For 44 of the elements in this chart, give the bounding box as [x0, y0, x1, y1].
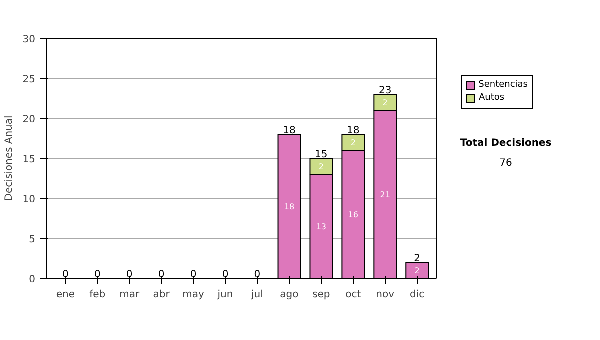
x-tick-label: dic [410, 290, 425, 300]
y-tick-label: 10 [22, 194, 36, 206]
total-label: 18 [347, 126, 360, 136]
x-tick-label: ago [280, 290, 299, 300]
total-label: 0 [190, 270, 197, 280]
data-label: 18 [284, 202, 295, 212]
x-tick-label: oct [346, 290, 362, 300]
legend-label: Autos [479, 92, 505, 105]
text: Total Decisiones [459, 136, 553, 151]
total-label: 2 [414, 254, 421, 264]
y-tick-label: 15 [22, 154, 36, 166]
data-label: 2 [382, 98, 388, 108]
text: 76 [498, 156, 514, 171]
total-label: 0 [158, 270, 165, 280]
x-tick-label: feb [90, 290, 106, 300]
total-label: 0 [254, 270, 261, 280]
total-label: 0 [62, 270, 69, 280]
total-label: 23 [378, 86, 392, 96]
total-label: 0 [126, 270, 133, 280]
data-label: 2 [318, 162, 324, 172]
data-label: 21 [380, 190, 390, 200]
total-label: 15 [315, 150, 328, 160]
y-tick-label: 5 [29, 234, 36, 246]
x-tick-label: abr [153, 290, 171, 300]
x-tick-label: ene [56, 290, 76, 300]
x-tick-label: nov [376, 290, 395, 300]
data-label: 13 [316, 222, 327, 232]
y-tick-label: 20 [22, 114, 36, 126]
data-label: 16 [348, 210, 358, 220]
total-label: 0 [94, 270, 101, 280]
y-tick-label: 25 [22, 74, 36, 86]
x-tick-label: sep [312, 290, 330, 300]
x-tick-label: jul [250, 290, 264, 300]
legend-label: Sentencias [478, 79, 528, 92]
y-tick-label: 30 [22, 34, 36, 46]
x-tick-label: mar [120, 290, 140, 300]
x-tick-label: may [182, 290, 205, 300]
y-axis-title: Decisiones Anual [4, 116, 15, 202]
total-label: 18 [283, 126, 296, 136]
total-label: 0 [222, 270, 229, 280]
data-label: 2 [350, 138, 356, 148]
x-tick-label: jun [216, 290, 234, 300]
y-tick-label: 0 [29, 274, 36, 286]
data-label: 2 [414, 266, 420, 276]
